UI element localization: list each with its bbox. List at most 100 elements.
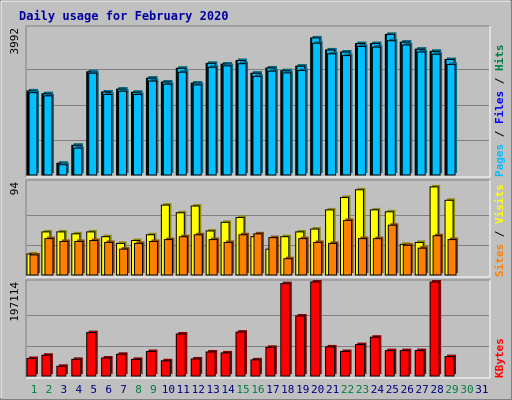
bar-sites-day-8 <box>134 241 145 276</box>
bar-pages-day-2 <box>43 93 54 176</box>
day-label-8: 8 <box>135 383 142 396</box>
bar-pages-day-21 <box>327 51 338 176</box>
bar-sites-day-1 <box>29 252 40 276</box>
legend-visits: Visits <box>493 184 506 224</box>
bar-sites-day-16-face <box>253 233 263 276</box>
day-label-4: 4 <box>75 383 82 396</box>
bar-sites-day-15-face <box>238 234 248 276</box>
day-label-7: 7 <box>120 383 127 396</box>
bar-kbytes-day-23-face <box>354 344 365 377</box>
bar-sites-day-25 <box>387 223 399 276</box>
bar-kbytes-day-28 <box>429 280 442 377</box>
bar-sites-day-5-face <box>89 240 99 276</box>
bar-sites-day-13 <box>208 237 220 276</box>
bar-sites-day-17 <box>268 235 279 276</box>
bar-sites-day-1-face <box>29 254 39 276</box>
bar-kbytes-day-11-face <box>175 333 186 377</box>
bar-pages-day-5-face <box>88 72 98 176</box>
bar-pages-day-26-face <box>401 44 411 176</box>
bar-sites-day-25-face <box>387 224 397 276</box>
day-label-17: 17 <box>266 383 279 396</box>
bar-kbytes-day-17 <box>265 345 277 377</box>
bar-sites-day-29 <box>447 237 459 276</box>
bar-kbytes-day-3-face <box>56 365 67 377</box>
day-label-12: 12 <box>192 383 205 396</box>
bar-sites-day-6-face <box>104 241 114 276</box>
bar-sites-day-6 <box>104 240 115 276</box>
bar-kbytes-day-16 <box>250 357 262 377</box>
bar-sites-day-20-face <box>313 241 323 276</box>
day-label-11: 11 <box>177 383 190 396</box>
bar-kbytes-day-8 <box>131 357 143 377</box>
bar-pages-day-4 <box>73 146 84 176</box>
bar-sites-day-5 <box>89 238 100 276</box>
bar-kbytes-day-1 <box>26 356 38 377</box>
bar-sites-day-2-face <box>44 238 54 276</box>
day-label-10: 10 <box>162 383 175 396</box>
bar-pages-day-25-face <box>386 40 396 176</box>
bar-pages-day-29 <box>446 62 458 176</box>
day-label-21: 21 <box>326 383 339 396</box>
bar-pages-day-24 <box>371 45 383 176</box>
bar-pages-day-26 <box>401 43 413 176</box>
day-label-13: 13 <box>207 383 220 396</box>
bar-pages-day-12 <box>192 82 204 176</box>
bar-kbytes-day-14-face <box>220 352 231 377</box>
bar-kbytes-day-21 <box>325 344 337 377</box>
legend-sites: Sites <box>493 244 506 277</box>
bar-kbytes-day-9-face <box>145 351 156 377</box>
bar-pages-day-5 <box>88 71 99 176</box>
bar-kbytes-day-4 <box>71 357 83 377</box>
panel-bottom-legend: KBytes <box>493 338 506 378</box>
bar-kbytes-day-25-face <box>384 350 395 377</box>
bar-pages-day-22 <box>342 53 353 176</box>
bar-pages-day-6 <box>103 92 114 176</box>
bar-sites-day-14-face <box>223 241 233 276</box>
bar-pages-day-8 <box>133 92 144 176</box>
bar-pages-day-1 <box>28 90 39 176</box>
bar-kbytes-day-8-face <box>131 358 142 377</box>
bar-kbytes-day-5-face <box>86 332 97 377</box>
bar-pages-day-27-face <box>416 51 426 176</box>
chart-title: Daily usage for February 2020 <box>19 9 229 23</box>
day-label-15: 15 <box>236 383 249 396</box>
bar-sites-day-10-face <box>163 239 173 276</box>
bar-sites-day-12-face <box>193 234 203 276</box>
bar-sites-day-22 <box>343 218 354 276</box>
bar-sites-day-16 <box>253 231 264 276</box>
bar-sites-day-18-face <box>283 258 293 276</box>
day-label-26: 26 <box>401 383 414 396</box>
bar-pages-day-4-face <box>73 147 83 176</box>
bar-sites-day-13-face <box>208 239 218 276</box>
bar-sites-day-9-face <box>148 240 158 276</box>
bar-pages-day-2-face <box>43 95 53 176</box>
bar-pages-day-22-face <box>342 55 352 176</box>
day-label-14: 14 <box>221 383 235 396</box>
panel-top: 3992 Pages / Files / Hits <box>8 25 506 178</box>
bar-sites-day-7-face <box>119 248 129 276</box>
bar-kbytes-day-16-face <box>250 359 261 377</box>
bar-pages-day-19 <box>297 68 308 176</box>
bar-sites-day-21-face <box>328 242 338 276</box>
bar-pages-day-18 <box>282 70 293 176</box>
bar-sites-day-21 <box>328 241 339 276</box>
bar-sites-day-15 <box>238 232 250 276</box>
bar-kbytes-day-18 <box>280 281 292 377</box>
bar-kbytes-day-6-face <box>101 357 112 377</box>
bar-sites-day-12 <box>193 232 205 276</box>
day-label-28: 28 <box>430 383 443 396</box>
bar-sites-day-10 <box>163 237 175 276</box>
bar-sites-day-8-face <box>134 242 144 276</box>
bar-sites-day-26-face <box>402 244 412 276</box>
bar-kbytes-day-26-face <box>399 350 410 377</box>
day-label-6: 6 <box>105 383 112 396</box>
chart-panels: 3992 Pages / Files / Hits 94 Sites / Visits… <box>8 25 506 379</box>
bar-kbytes-day-27 <box>414 348 427 377</box>
bar-kbytes-day-10-face <box>160 360 171 377</box>
bar-pages-day-24-face <box>371 46 381 176</box>
legend-separator: / <box>493 224 506 244</box>
bar-sites-day-17-face <box>268 237 278 276</box>
day-label-16: 16 <box>251 383 264 396</box>
bar-kbytes-day-27-face <box>414 350 425 377</box>
bar-pages-day-9-face <box>147 80 157 176</box>
